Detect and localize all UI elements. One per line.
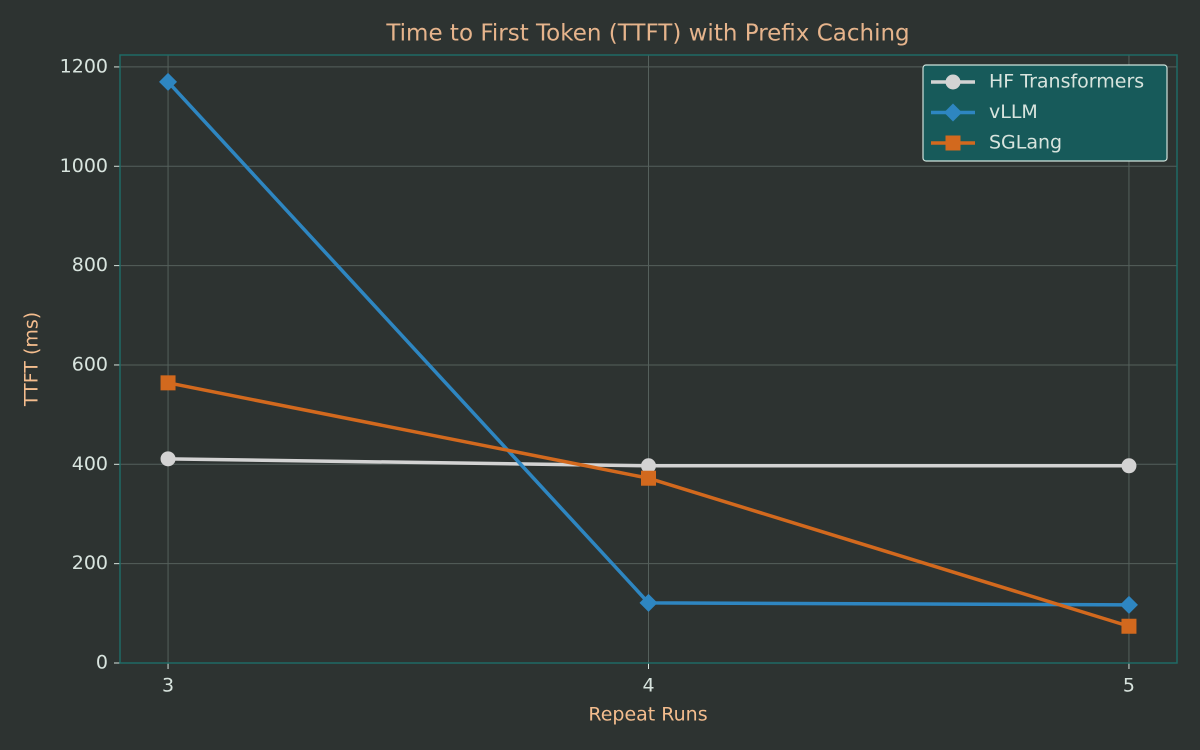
y-tick-label: 1200: [60, 55, 108, 77]
plot-border: [119, 54, 1178, 664]
marker: [639, 593, 658, 612]
y-tick-label: 400: [72, 453, 108, 475]
marker: [160, 375, 176, 391]
legend-box: [922, 64, 1168, 162]
y-axis-label: TTFT (ms): [21, 312, 43, 407]
marker: [1121, 458, 1137, 474]
x-tick-label: 4: [642, 675, 654, 697]
legend-label: vLLM: [989, 101, 1038, 123]
x-axis-label: Repeat Runs: [588, 704, 707, 726]
legend: HF Transformers vLLM SGLang: [922, 64, 1168, 162]
marker: [641, 470, 656, 486]
marker: [945, 74, 961, 90]
x-tick-label: 5: [1123, 675, 1135, 697]
marker: [1119, 595, 1138, 614]
x-tick-label: 3: [162, 675, 174, 697]
legend-label: HF Transformers: [989, 71, 1144, 93]
chart-title: Time to First Token (TTFT) with Prefix C…: [385, 21, 909, 47]
y-tick-label: 200: [72, 552, 108, 574]
legend-label: SGLang: [989, 132, 1062, 154]
marker: [159, 72, 178, 91]
marker: [160, 451, 176, 467]
y-tick-label: 800: [72, 254, 108, 276]
marker: [641, 458, 656, 474]
marker: [945, 135, 961, 151]
y-tick-label: 1000: [60, 155, 108, 177]
marker: [1121, 618, 1137, 634]
y-tick-label: 0: [96, 652, 108, 674]
y-tick-label: 600: [72, 353, 108, 375]
marker: [944, 103, 962, 122]
